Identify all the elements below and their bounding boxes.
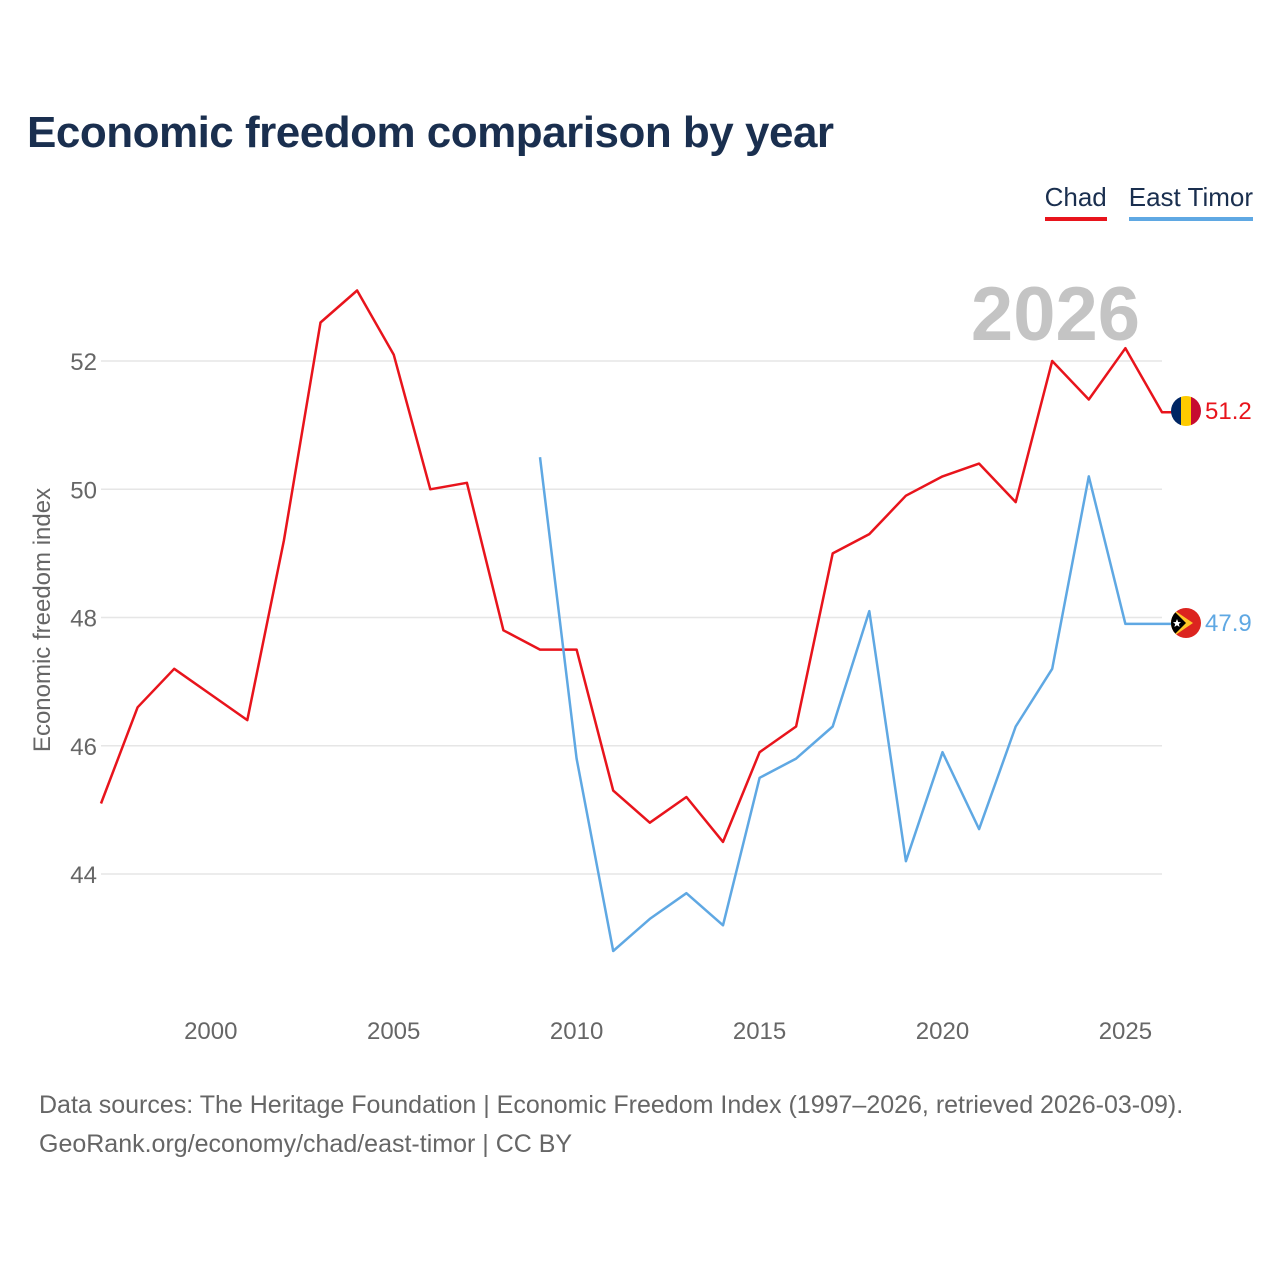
x-tick-label: 2005 bbox=[367, 1018, 420, 1045]
line-chart: 44 46 48 50 52 2000 2005 2010 2015 2020 2025 2026… bbox=[29, 272, 1252, 1045]
source-line-1: Data sources: The Heritage Foundation | … bbox=[39, 1091, 1184, 1119]
legend-item-chad[interactable]: Chad bbox=[1044, 182, 1107, 221]
chad-flag-icon bbox=[1171, 396, 1201, 426]
y-axis-ticks: 44 46 48 50 52 bbox=[70, 349, 97, 889]
legend-item-east-timor[interactable]: East Timor bbox=[1128, 182, 1253, 221]
legend: Chad East Timor bbox=[1044, 182, 1253, 221]
y-tick-label: 52 bbox=[70, 349, 97, 376]
y-tick-label: 50 bbox=[70, 477, 97, 504]
grid bbox=[101, 360, 1162, 875]
x-tick-label: 2010 bbox=[550, 1018, 603, 1045]
y-tick-label: 44 bbox=[70, 862, 97, 889]
x-tick-label: 2015 bbox=[733, 1018, 786, 1045]
series-line-east-timor[interactable] bbox=[538, 457, 1172, 953]
chart-title: Economic freedom comparison by year bbox=[27, 108, 834, 157]
x-tick-label: 2025 bbox=[1099, 1018, 1152, 1045]
y-tick-label: 46 bbox=[70, 734, 97, 761]
east-timor-flag-icon bbox=[1171, 608, 1201, 638]
series bbox=[99, 289, 1172, 953]
source-line-2[interactable]: GeoRank.org/economy/chad/east-timor | CC… bbox=[39, 1130, 573, 1158]
east-timor-end-value: 47.9 bbox=[1205, 610, 1252, 637]
chad-end-value: 51.2 bbox=[1205, 398, 1252, 425]
x-tick-label: 2000 bbox=[184, 1018, 237, 1045]
series-line-chad[interactable] bbox=[99, 289, 1172, 844]
x-axis-ticks: 2000 2005 2010 2015 2020 2025 bbox=[184, 1018, 1152, 1045]
year-watermark: 2026 bbox=[971, 272, 1140, 357]
source-note: Data sources: The Heritage Foundation | … bbox=[39, 1086, 1183, 1164]
y-tick-label: 48 bbox=[70, 606, 97, 633]
y-axis-label: Economic freedom index bbox=[29, 488, 56, 752]
x-tick-label: 2020 bbox=[916, 1018, 969, 1045]
